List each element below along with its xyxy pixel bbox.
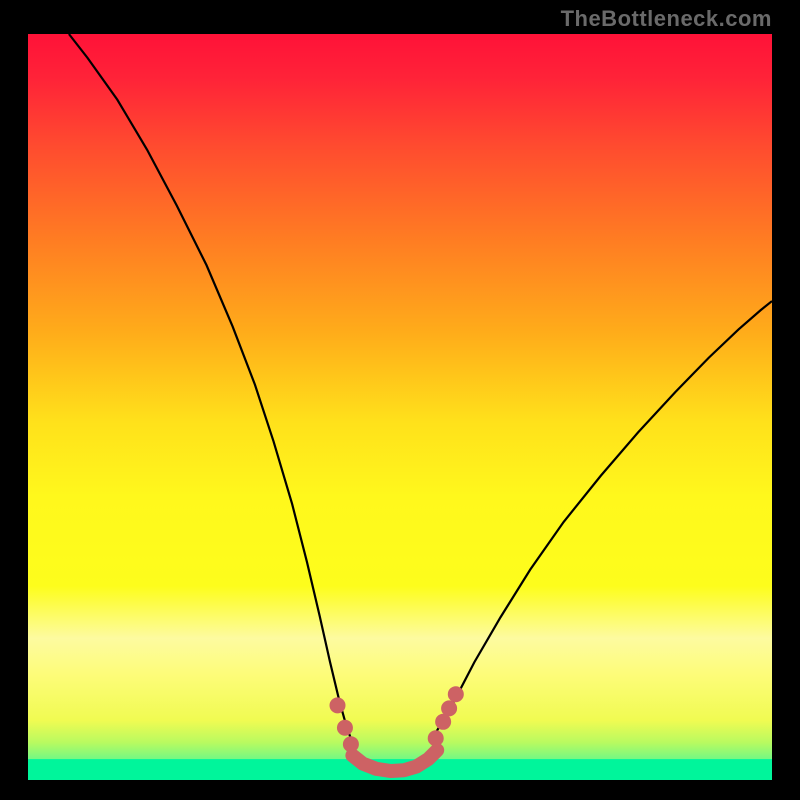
watermark-text: TheBottleneck.com: [561, 6, 772, 32]
bottleneck-curve-chart: [0, 0, 800, 800]
chart-outer-frame: TheBottleneck.com: [0, 0, 800, 800]
